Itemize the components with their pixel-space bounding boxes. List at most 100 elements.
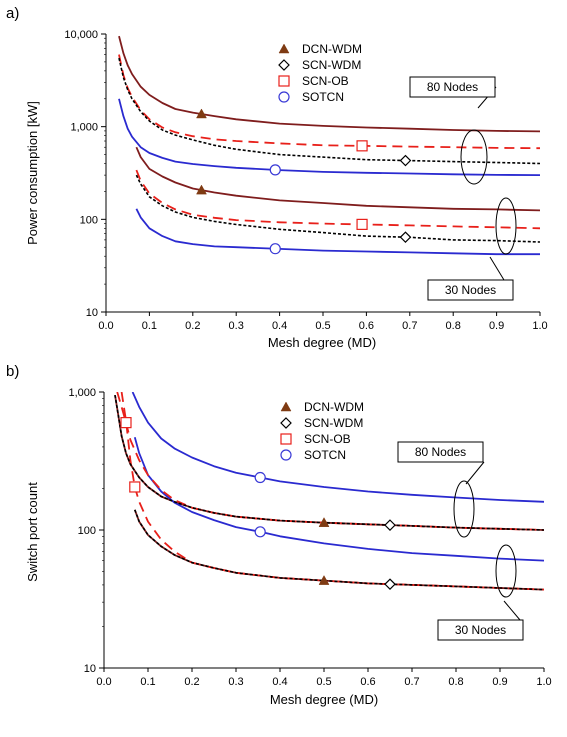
data-marker-scn_wdm xyxy=(384,578,396,591)
y-axis-label: Power consumption [kW] xyxy=(25,101,40,245)
x-tick-label: 0.4 xyxy=(272,676,287,688)
series-line-sotcn-30-nodes xyxy=(135,208,540,256)
data-marker-scn_ob xyxy=(129,481,141,493)
callout-box xyxy=(409,76,496,98)
legend: DCN-WDM SCN-WDM SCN-OB SOTCN xyxy=(278,42,362,104)
callout: 30 Nodes xyxy=(437,544,524,641)
series-line-scn_ob-30-nodes xyxy=(120,392,544,591)
y-tick-label: 10,000 xyxy=(64,29,98,41)
y-tick-label: 1,000 xyxy=(70,122,98,134)
callout: 80 Nodes xyxy=(397,441,485,538)
callout-label: 80 Nodes xyxy=(415,445,466,459)
x-tick-label: 0.2 xyxy=(184,676,199,688)
legend-label: SCN-OB xyxy=(304,432,351,446)
legend: DCN-WDM SCN-WDM SCN-OB SOTCN xyxy=(280,400,364,462)
series-line-scn_wdm-30-nodes xyxy=(134,509,544,591)
y-tick-label: 10 xyxy=(86,307,98,319)
callout-leader xyxy=(465,461,485,485)
callout-box xyxy=(427,279,514,301)
series-line-dcn-30-nodes xyxy=(135,146,540,212)
x-axis-label: Mesh degree (MD) xyxy=(268,335,376,350)
x-tick-label: 0.0 xyxy=(98,320,113,332)
series-line-scn_wdm-80-nodes xyxy=(118,57,540,165)
data-marker-scn_ob xyxy=(356,218,368,230)
data-marker-scn_ob xyxy=(120,417,132,429)
x-tick-label: 0.8 xyxy=(446,320,461,332)
y-tick-label: 1,000 xyxy=(68,387,96,399)
series-line-dcn-30-nodes xyxy=(133,509,544,591)
legend-label: SCN-WDM xyxy=(304,416,363,430)
x-tick-label: 0.4 xyxy=(272,320,287,332)
x-axis-label: Mesh degree (MD) xyxy=(270,692,378,707)
data-marker-dcn xyxy=(196,108,207,119)
legend-marker-diamond xyxy=(280,417,292,429)
data-marker-sotcn xyxy=(269,243,281,255)
legend-label: SCN-OB xyxy=(302,74,349,88)
legend-label: SOTCN xyxy=(302,90,344,104)
data-marker-scn_ob xyxy=(356,140,368,152)
x-tick-label: 0.1 xyxy=(142,320,157,332)
series-line-scn_ob-30-nodes xyxy=(135,169,540,230)
data-marker-sotcn xyxy=(269,164,281,176)
x-tick-label: 1.0 xyxy=(532,320,547,332)
chart-b: b) 0.0 0.1 0.2 0.3 0.4 0.5 0.6 0.7 0.8 0.9 1.0 10 100… xyxy=(6,363,552,707)
x-tick-label: 0.5 xyxy=(315,320,330,332)
x-tick-label: 0.9 xyxy=(492,676,507,688)
callout-box xyxy=(397,441,484,463)
callout-box xyxy=(437,619,524,641)
series-line-sotcn-80-nodes xyxy=(118,98,540,176)
callout-label: 30 Nodes xyxy=(445,283,496,297)
legend-marker-square xyxy=(278,75,290,87)
callout-ellipse xyxy=(453,480,475,538)
y-tick-label: 100 xyxy=(78,525,96,537)
callout-leader xyxy=(503,600,521,621)
x-tick-label: 0.7 xyxy=(404,676,419,688)
x-tick-label: 0.6 xyxy=(359,320,374,332)
callout-leader xyxy=(489,256,505,281)
chart-a: a) 0.0 0.1 0.2 0.3 0.4 0.5 0.6 0.7 0.8 0.9 1.0 10 100… xyxy=(6,5,548,350)
data-marker-dcn xyxy=(318,575,330,585)
x-tick-label: 1.0 xyxy=(536,676,551,688)
callout-ellipse xyxy=(495,544,517,598)
legend-marker-triangle xyxy=(278,43,290,54)
legend-marker-circle xyxy=(280,449,292,461)
legend-marker-diamond xyxy=(278,59,290,71)
legend-label: DCN-WDM xyxy=(302,42,362,56)
legend-label: DCN-WDM xyxy=(304,400,364,414)
legend-marker-square xyxy=(280,433,292,445)
x-tick-label: 0.3 xyxy=(229,320,244,332)
x-tick-label: 0.8 xyxy=(448,676,463,688)
data-marker-scn_wdm xyxy=(399,154,412,167)
legend-label: SCN-WDM xyxy=(302,58,361,72)
legend-marker-circle xyxy=(278,91,290,103)
x-tick-label: 0.6 xyxy=(360,676,375,688)
callout-label: 30 Nodes xyxy=(455,623,506,637)
data-marker-sotcn xyxy=(254,526,266,538)
panel-label: a) xyxy=(6,5,19,22)
callout: 80 Nodes xyxy=(409,76,497,185)
data-marker-scn_wdm xyxy=(399,231,412,244)
panel-label: b) xyxy=(6,363,19,380)
legend-marker-triangle xyxy=(280,401,292,412)
x-tick-label: 0.5 xyxy=(316,676,331,688)
callout-ellipse xyxy=(495,197,517,255)
x-tick-label: 0.7 xyxy=(402,320,417,332)
series-line-scn_wdm-80-nodes xyxy=(114,394,544,531)
y-tick-label: 10 xyxy=(84,663,96,675)
x-tick-label: 0.2 xyxy=(185,320,200,332)
series-line-scn_wdm-30-nodes xyxy=(135,174,540,243)
y-tick-label: 100 xyxy=(80,214,98,226)
x-tick-label: 0.1 xyxy=(140,676,155,688)
callout: 30 Nodes xyxy=(427,197,517,301)
callout-ellipse xyxy=(460,129,488,185)
y-axis-label: Switch port count xyxy=(25,482,40,582)
data-marker-dcn xyxy=(318,517,330,527)
series-line-scn_ob-80-nodes xyxy=(118,54,540,150)
data-marker-dcn xyxy=(196,184,207,195)
data-marker-scn_wdm xyxy=(384,519,396,531)
series-line-sotcn-80-nodes xyxy=(131,392,544,503)
data-marker-sotcn xyxy=(254,471,266,484)
legend-label: SOTCN xyxy=(304,448,346,462)
x-tick-label: 0.9 xyxy=(489,320,504,332)
